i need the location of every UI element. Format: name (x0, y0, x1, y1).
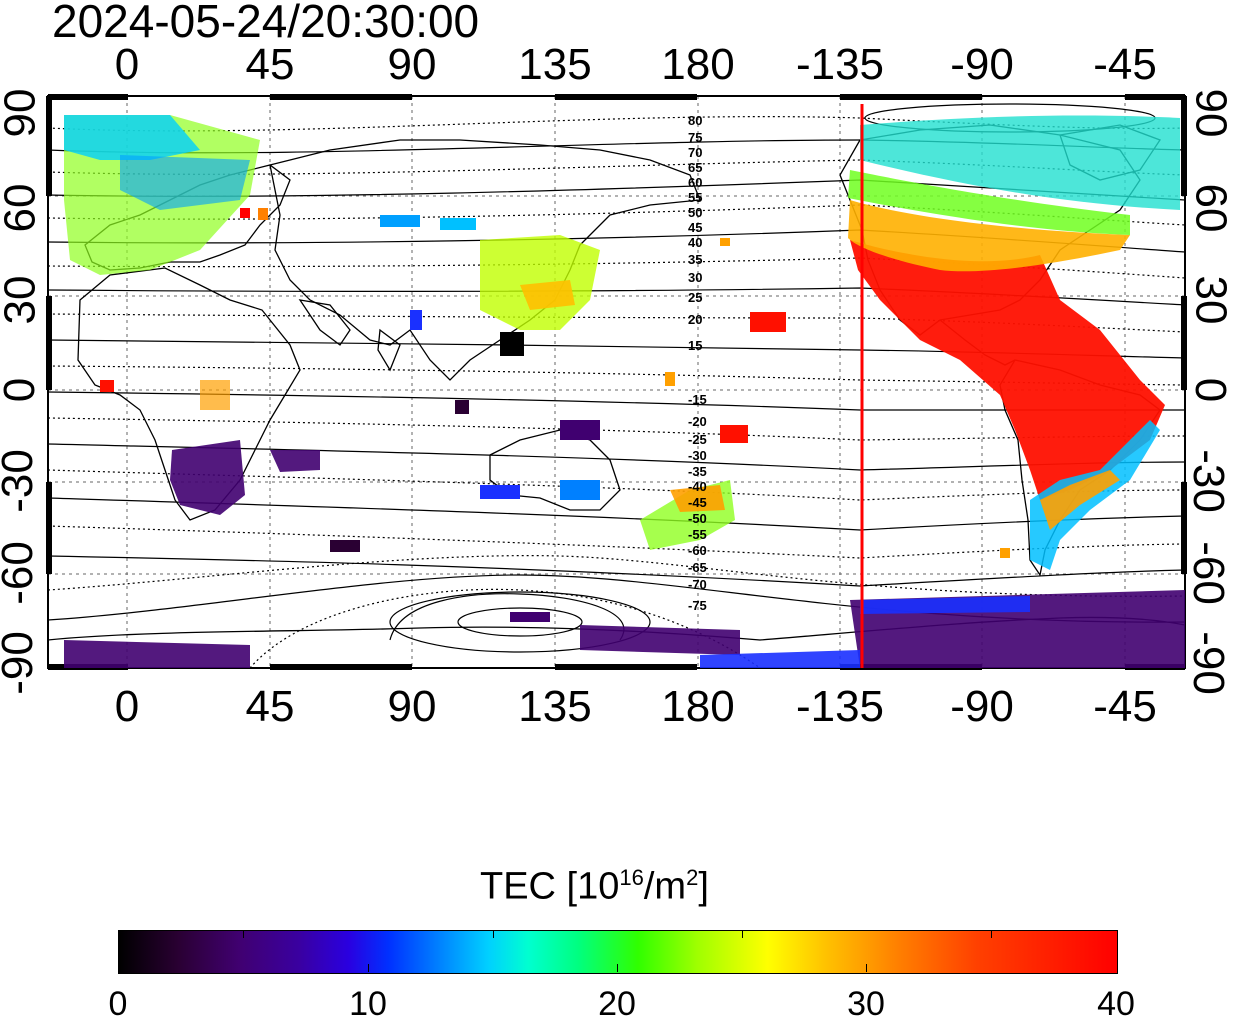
contour-label-m15: -15 (688, 392, 707, 407)
colorbar-tick-40: 40 (1097, 985, 1135, 1023)
bottom-lon-label-m135: -135 (795, 682, 885, 731)
contour-label-20: 20 (688, 312, 702, 327)
contour-label-m60: -60 (688, 543, 707, 558)
colorbar-tick-30: 30 (847, 985, 885, 1023)
contour-label-m30: -30 (688, 448, 707, 463)
bottom-lon-label-45: 45 (245, 682, 295, 731)
contour-label-25: 25 (688, 290, 702, 305)
colorbar-minor-tick (742, 930, 743, 938)
contour-label-m55: -55 (688, 527, 707, 542)
contour-label-55: 55 (688, 190, 702, 205)
contour-label-35: 35 (688, 252, 702, 267)
top-lon-label-m45: -45 (1093, 40, 1157, 89)
contour-label-m65: -65 (688, 560, 707, 575)
colorbar-tick-10: 10 (349, 985, 387, 1023)
contour-label-60: 60 (688, 175, 702, 190)
colorbar-tick-20: 20 (598, 985, 636, 1023)
colorbar-tick-0: 0 (108, 985, 128, 1023)
colorbar-major-tick (866, 964, 867, 972)
map-timestamp: 2024-05-24/20:30:00 (52, 0, 480, 47)
contour-label-m50: -50 (688, 511, 707, 526)
top-lon-label-m135: -135 (795, 40, 885, 89)
contour-label-40: 40 (688, 235, 702, 250)
contour-label-45: 45 (688, 220, 702, 235)
tec-data-patches (64, 115, 1185, 668)
contour-label-m25: -25 (688, 432, 707, 447)
contour-label-50: 50 (688, 205, 702, 220)
tec-colorbar (118, 930, 1118, 974)
top-lon-label-135: 135 (518, 40, 592, 89)
contour-label-m35: -35 (688, 464, 707, 479)
colorbar-title: TEC [1016/m2] (480, 865, 709, 908)
colorbar-major-tick (617, 964, 618, 972)
bottom-lon-label-0: 0 (114, 682, 140, 731)
tec-map-plot: 80 75 70 65 60 55 50 45 40 35 30 25 20 1… (46, 94, 1187, 670)
contour-label-m75: -75 (688, 598, 707, 613)
top-lon-label-0: 0 (114, 40, 140, 89)
bottom-lon-label-90: 90 (387, 682, 437, 731)
contour-label-65: 65 (688, 160, 702, 175)
contour-label-m40: -40 (688, 479, 707, 494)
colorbar-major-tick (368, 964, 369, 972)
contour-label-30: 30 (688, 270, 702, 285)
contour-labels: 80 75 70 65 60 55 50 45 40 35 30 25 20 1… (688, 113, 707, 613)
contour-label-m20: -20 (688, 414, 707, 429)
contour-label-75: 75 (688, 130, 702, 145)
colorbar-minor-tick (991, 930, 992, 938)
colorbar-minor-tick (493, 930, 494, 938)
contour-label-80: 80 (688, 113, 702, 128)
contour-label-m45: -45 (688, 495, 707, 510)
colorbar-minor-tick (243, 930, 244, 938)
top-lon-label-90: 90 (387, 40, 437, 89)
bottom-lon-label-180: 180 (661, 682, 735, 731)
contour-label-m70: -70 (688, 577, 707, 592)
bottom-lon-label-m90: -90 (950, 682, 1014, 731)
bottom-lon-label-m45: -45 (1093, 682, 1157, 731)
contour-label-70: 70 (688, 145, 702, 160)
top-lon-label-m90: -90 (950, 40, 1014, 89)
bottom-lon-label-135: 135 (518, 682, 592, 731)
top-lon-label-45: 45 (245, 40, 295, 89)
contour-label-15: 15 (688, 338, 702, 353)
top-lon-label-180: 180 (661, 40, 735, 89)
